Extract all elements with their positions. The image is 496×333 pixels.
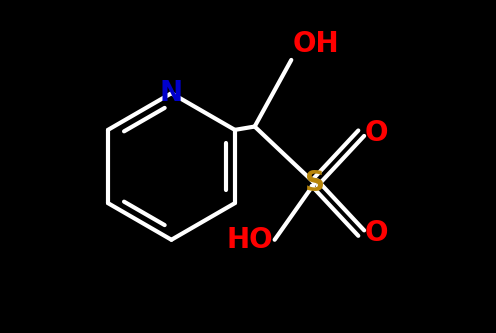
Text: N: N — [160, 79, 183, 107]
Text: S: S — [305, 169, 324, 197]
Text: OH: OH — [293, 30, 340, 58]
Text: O: O — [365, 219, 388, 247]
Text: O: O — [365, 119, 388, 147]
Text: HO: HO — [226, 226, 273, 254]
